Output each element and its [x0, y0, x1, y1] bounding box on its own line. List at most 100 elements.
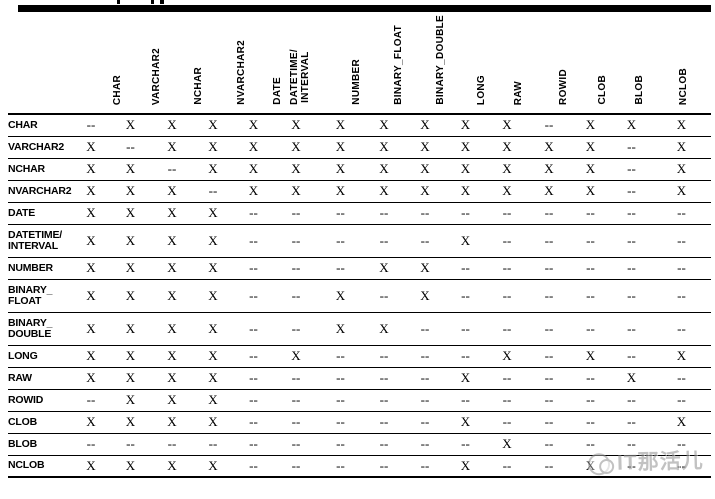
- cell-long-nclob: X: [676, 348, 687, 363]
- column-header-label: ROWID: [557, 69, 569, 105]
- cell-char-clob: X: [585, 117, 596, 133]
- cell-blob-date: --: [249, 436, 258, 451]
- column-header-label: BINARY_FLOAT: [392, 25, 404, 105]
- cell-date-raw: --: [502, 205, 512, 220]
- cell-rowid-clob: --: [586, 392, 595, 407]
- cell-binary-float-char: X: [86, 287, 96, 303]
- column-header-datetime-interval: DATETIME/ INTERVAL: [274, 12, 318, 115]
- cell-clob-nvarchar2: X: [208, 414, 218, 429]
- cell-datetime-interval-number: --: [336, 232, 345, 248]
- cell-blob-number: --: [336, 436, 345, 451]
- cell-nvarchar2-binary-double: X: [420, 183, 430, 198]
- column-header-blob: BLOB: [611, 12, 652, 115]
- cell-nclob-nclob: --: [677, 457, 686, 473]
- column-header-binary-float: BINARY_FLOAT: [363, 12, 405, 115]
- cell-long-nvarchar2: X: [208, 348, 218, 363]
- cell-raw-blob: X: [626, 370, 637, 385]
- cell-blob-binary-float: --: [379, 436, 389, 451]
- cell-clob-varchar2: X: [125, 414, 136, 429]
- column-header-nclob: NCLOB: [652, 12, 711, 115]
- cell-char-raw: X: [502, 117, 512, 133]
- cell-datetime-interval-nchar: X: [167, 232, 177, 248]
- cell-binary-float-long: --: [461, 287, 470, 303]
- cell-binary-float-datetime-interval: --: [291, 287, 301, 303]
- cell-date-datetime-interval: --: [291, 205, 301, 220]
- cell-date-char: X: [86, 205, 96, 220]
- cell-blob-blob: --: [627, 436, 636, 451]
- cell-long-varchar2: X: [125, 348, 136, 363]
- row-label-long: LONG: [8, 349, 38, 362]
- row-label-varchar2: VARCHAR2: [8, 140, 64, 153]
- cell-char-nchar: X: [167, 117, 177, 133]
- cell-date-varchar2: X: [125, 205, 136, 220]
- cell-binary-float-clob: --: [586, 287, 595, 303]
- cell-rowid-nchar: X: [167, 392, 177, 407]
- cell-raw-date: --: [249, 370, 258, 385]
- table-row-binary-double: BINARY_ DOUBLE X X X X -- -- X X -- -- -- -- -- -- --: [8, 312, 711, 345]
- cell-datetime-interval-binary-double: --: [420, 232, 430, 248]
- cell-raw-nvarchar2: X: [208, 370, 218, 385]
- cell-nvarchar2-number: X: [335, 183, 346, 198]
- table-row-number: NUMBER X X X X -- -- -- X X -- -- -- -- -- --: [8, 257, 711, 279]
- cell-number-datetime-interval: --: [291, 260, 301, 275]
- cell-nchar-binary-float: X: [379, 161, 389, 176]
- column-header-label: BINARY_DOUBLE: [434, 15, 446, 105]
- cell-raw-binary-float: --: [379, 370, 389, 385]
- cell-nchar-binary-double: X: [420, 161, 430, 176]
- cell-long-char: X: [86, 348, 96, 363]
- cell-binary-double-number: X: [335, 320, 346, 336]
- cell-datetime-interval-date: --: [249, 232, 258, 248]
- column-header-label: CLOB: [597, 75, 608, 105]
- cell-nchar-raw: X: [502, 161, 512, 176]
- column-header-nvarchar2: NVARCHAR2: [193, 12, 247, 115]
- cell-raw-clob: --: [586, 370, 595, 385]
- cell-rowid-varchar2: X: [125, 392, 136, 407]
- column-header-label: VARCHAR2: [151, 47, 162, 105]
- cell-varchar2-long: X: [460, 139, 471, 154]
- cell-rowid-char: --: [86, 392, 96, 407]
- column-header-label: NCHAR: [192, 67, 204, 105]
- cell-blob-datetime-interval: --: [291, 436, 301, 451]
- cell-varchar2-nclob: X: [676, 139, 687, 154]
- cell-raw-datetime-interval: --: [291, 370, 301, 385]
- cell-datetime-interval-blob: --: [627, 232, 636, 248]
- column-header-binary-double: BINARY_DOUBLE: [405, 12, 446, 115]
- cell-nchar-rowid: X: [544, 161, 554, 176]
- cell-char-rowid: --: [544, 117, 554, 133]
- cell-binary-double-binary-float: X: [379, 320, 389, 336]
- cell-binary-double-blob: --: [627, 320, 636, 336]
- cell-binary-float-nclob: --: [677, 287, 686, 303]
- cell-nvarchar2-rowid: X: [544, 183, 554, 198]
- cell-rowid-nclob: --: [677, 392, 686, 407]
- cell-date-nchar: X: [167, 205, 177, 220]
- column-header-label: DATETIME/ INTERVAL: [289, 49, 311, 105]
- cell-char-date: X: [248, 117, 259, 133]
- cell-datetime-interval-char: X: [86, 232, 96, 248]
- row-label-blob: BLOB: [8, 437, 37, 450]
- cell-datetime-interval-nvarchar2: X: [208, 232, 218, 248]
- cell-number-date: --: [249, 260, 258, 275]
- table-row-rowid: ROWID -- X X X -- -- -- -- -- -- -- -- -- -- --: [8, 389, 711, 411]
- cell-long-rowid: --: [544, 348, 554, 363]
- cell-blob-nchar: --: [167, 436, 177, 451]
- cropped-text-remnant: [117, 0, 120, 4]
- table-row-nvarchar2: NVARCHAR2 X X X -- X X X X X X X X X -- X: [8, 180, 711, 202]
- cell-binary-double-varchar2: X: [125, 320, 136, 336]
- cell-varchar2-raw: X: [502, 139, 512, 154]
- cell-blob-rowid: --: [544, 436, 554, 451]
- cell-raw-nchar: X: [167, 370, 177, 385]
- cell-nclob-varchar2: X: [125, 457, 136, 473]
- cell-nclob-clob: X: [585, 457, 596, 473]
- cell-nvarchar2-date: X: [248, 183, 259, 198]
- cell-nchar-datetime-interval: X: [291, 161, 301, 176]
- cell-number-long: --: [461, 260, 470, 275]
- cell-datetime-interval-clob: --: [586, 232, 595, 248]
- cell-long-binary-double: --: [420, 348, 430, 363]
- cell-rowid-number: --: [336, 392, 345, 407]
- cell-date-number: --: [336, 205, 345, 220]
- cell-binary-float-raw: --: [502, 287, 512, 303]
- cell-varchar2-binary-float: X: [379, 139, 389, 154]
- cell-nclob-blob: --: [627, 457, 636, 473]
- cell-binary-float-rowid: --: [544, 287, 554, 303]
- cell-raw-varchar2: X: [125, 370, 136, 385]
